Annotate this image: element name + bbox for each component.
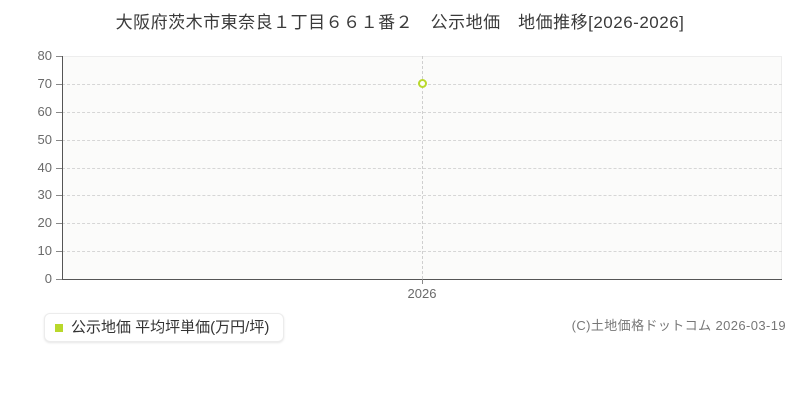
- y-tick-label-10: 10: [37, 243, 52, 259]
- y-tick-mark-60: [56, 111, 62, 113]
- y-tick-label-30: 30: [37, 187, 52, 203]
- y-tick-label-0: 0: [44, 271, 52, 286]
- chart-title: 大阪府茨木市東奈良１丁目６６１番２ 公示地価 地価推移[2026-2026]: [115, 13, 685, 32]
- y-tick-mark-70: [56, 83, 62, 85]
- x-tick-label-2026: 2026: [407, 286, 437, 301]
- y-tick-label-20: 20: [37, 215, 52, 231]
- y-tick-label-70: 70: [37, 75, 52, 91]
- y-tick-label-80: 80: [37, 48, 52, 63]
- y-axis-line: [62, 56, 63, 280]
- y-tick-mark-0: [56, 279, 62, 280]
- y-tick-mark-10: [56, 251, 62, 253]
- y-tick-label-60: 60: [37, 103, 52, 119]
- y-axis-tick-labels: 0 10 20 30 40 50 60 70 80: [0, 0, 52, 400]
- legend-item-label: 公示地価 平均坪単価(万円/坪): [71, 318, 270, 336]
- y-tick-label-50: 50: [37, 131, 52, 147]
- y-tick-label-40: 40: [37, 159, 52, 175]
- y-tick-mark-40: [56, 167, 62, 169]
- y-tick-mark-30: [56, 195, 62, 197]
- copyright-credit: (C)土地価格ドットコム 2026-03-19: [571, 318, 786, 333]
- y-tick-mark-20: [56, 223, 62, 225]
- chart-legend[interactable]: 公示地価 平均坪単価(万円/坪): [44, 313, 285, 342]
- y-tick-mark-50: [56, 139, 62, 141]
- x-tick-mark-2026: [422, 279, 423, 284]
- gridline-x-2026: [422, 56, 423, 279]
- legend-swatch-icon: [55, 323, 63, 332]
- y-tick-mark-80: [56, 56, 62, 57]
- data-point-marker[interactable]: [417, 79, 427, 89]
